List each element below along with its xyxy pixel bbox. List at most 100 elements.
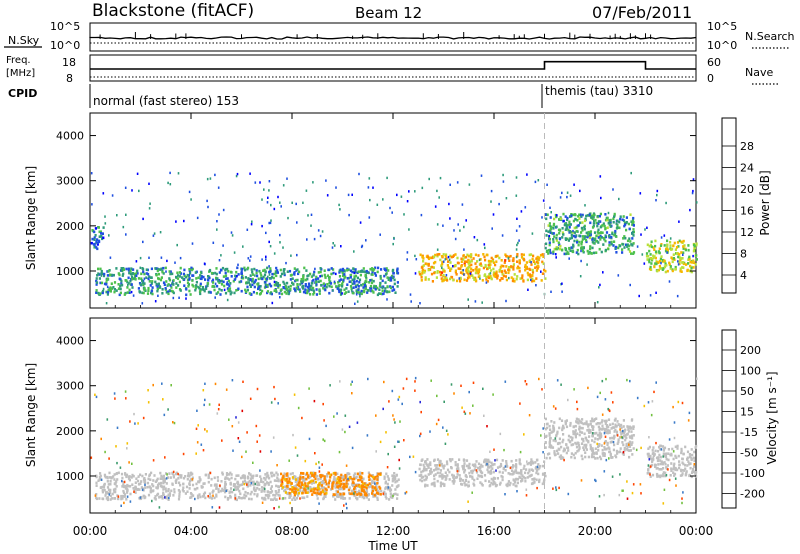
velocity-noise-cell (541, 388, 543, 391)
power-noise-cell (452, 265, 454, 268)
velocity-noise-cell (643, 404, 646, 408)
power-noise-cell (102, 287, 105, 291)
velocity-cell-0 (180, 474, 183, 477)
velocity-cell-3 (627, 442, 630, 445)
power-noise-cell (508, 276, 510, 280)
power-cell-3 (632, 221, 635, 224)
power-cell-3 (576, 224, 579, 228)
power-cell-0 (309, 286, 312, 290)
velocity-cell-0 (182, 486, 185, 489)
power-cell-2 (456, 256, 459, 260)
velocity-cell-3 (579, 426, 583, 430)
power-cell-0 (276, 283, 279, 287)
velocity-cell-4 (684, 445, 687, 449)
velocity-cell-0 (371, 479, 374, 483)
velocity-cell-3 (601, 448, 604, 452)
power-cell-3 (545, 229, 548, 233)
velocity-cell-3 (595, 417, 598, 420)
cpid-label: CPID (8, 87, 37, 100)
velocity-cbar-tick: -15 (740, 426, 758, 439)
nave-label: Nave (745, 66, 773, 79)
velocity-noise-cell (556, 379, 559, 382)
velocity-cell-3 (614, 428, 617, 432)
power-cell-0 (373, 284, 376, 288)
velocity-cell-4 (659, 459, 662, 462)
velocity-cell-2 (433, 484, 436, 488)
power-noise-cell (599, 283, 601, 287)
power-cell-4 (654, 250, 658, 253)
freq-tick-top: 18 (62, 56, 76, 69)
velocity-cell-3 (554, 453, 557, 456)
velocity-cell-0 (361, 494, 364, 497)
power-cell-3 (609, 225, 612, 228)
velocity-cell-0 (114, 481, 117, 485)
power-cell-0 (255, 271, 258, 275)
power-cell-3 (581, 238, 584, 241)
power-cell-2 (441, 260, 444, 264)
velocity-cell-2 (526, 476, 529, 479)
velocity-cell-4 (658, 474, 661, 478)
power-cell-0 (244, 288, 247, 292)
power-cell-3 (608, 241, 611, 244)
power-cell-2 (474, 267, 477, 271)
velocity-cell-0 (294, 498, 297, 501)
power-noise-cell (268, 221, 270, 225)
power-cell-0 (250, 293, 253, 296)
velocity-cell-0 (229, 483, 232, 486)
power-cell-2 (463, 262, 466, 265)
velocity-noise-cell (554, 407, 557, 410)
power-cell-3 (552, 232, 555, 235)
power-cell-0 (349, 276, 352, 279)
power-cell-0 (122, 272, 125, 276)
power-cell-4 (681, 266, 684, 269)
velocity-noise-cell (388, 400, 390, 403)
velocity-cell-0 (253, 486, 256, 490)
velocity-cell-0 (256, 487, 259, 490)
power-cell-0 (396, 269, 399, 272)
velocity-noise-cell (241, 409, 244, 413)
velocity-cell-2 (420, 479, 424, 483)
velocity-cell-3 (615, 430, 619, 434)
power-cell-2 (467, 254, 470, 258)
power-cell-2 (479, 258, 482, 261)
power-noise-cell (142, 217, 144, 221)
power-cell-0 (259, 271, 262, 275)
velocity-noise-cell (172, 470, 175, 474)
velocity-noise-cell (622, 489, 624, 492)
power-cell-0 (240, 289, 243, 293)
power-cell-0 (301, 280, 304, 283)
velocity-cell-3 (578, 419, 581, 423)
power-cell-0 (356, 276, 359, 280)
power-cell-3 (614, 229, 617, 233)
velocity-cell-1 (342, 478, 345, 482)
velocity-cell-0 (178, 492, 181, 496)
power-cell-3 (619, 244, 622, 248)
power-noise-cell (179, 256, 182, 260)
power-cell-0 (260, 274, 263, 277)
velocity-cell-0 (120, 496, 123, 499)
power-cell-4 (682, 245, 685, 248)
velocity-cell-3 (588, 435, 591, 438)
velocity-noise-cell (610, 391, 613, 394)
power-noise-cell (267, 196, 269, 199)
power-noise-cell (237, 263, 239, 266)
velocity-noise-cell (348, 425, 351, 428)
velocity-cell-2 (536, 458, 539, 462)
power-noise-cell (254, 181, 257, 184)
power-cell-2 (505, 278, 508, 282)
velocity-noise-cell (341, 428, 344, 431)
power-cell-2 (463, 260, 466, 263)
velocity-cell-4 (649, 475, 652, 478)
velocity-cell-2 (465, 459, 469, 462)
power-cell-3 (561, 248, 564, 252)
power-cell-0 (163, 283, 166, 286)
velocity-cell-0 (207, 473, 210, 477)
power-cell-2 (491, 258, 495, 261)
velocity-cell-0 (259, 475, 262, 478)
power-cell-0 (393, 282, 396, 286)
power-cell-2 (420, 276, 423, 279)
velocity-cell-3 (598, 435, 601, 439)
power-cell-4 (682, 262, 685, 266)
velocity-cell-4 (686, 458, 689, 461)
velocity-cell-0 (239, 483, 242, 487)
